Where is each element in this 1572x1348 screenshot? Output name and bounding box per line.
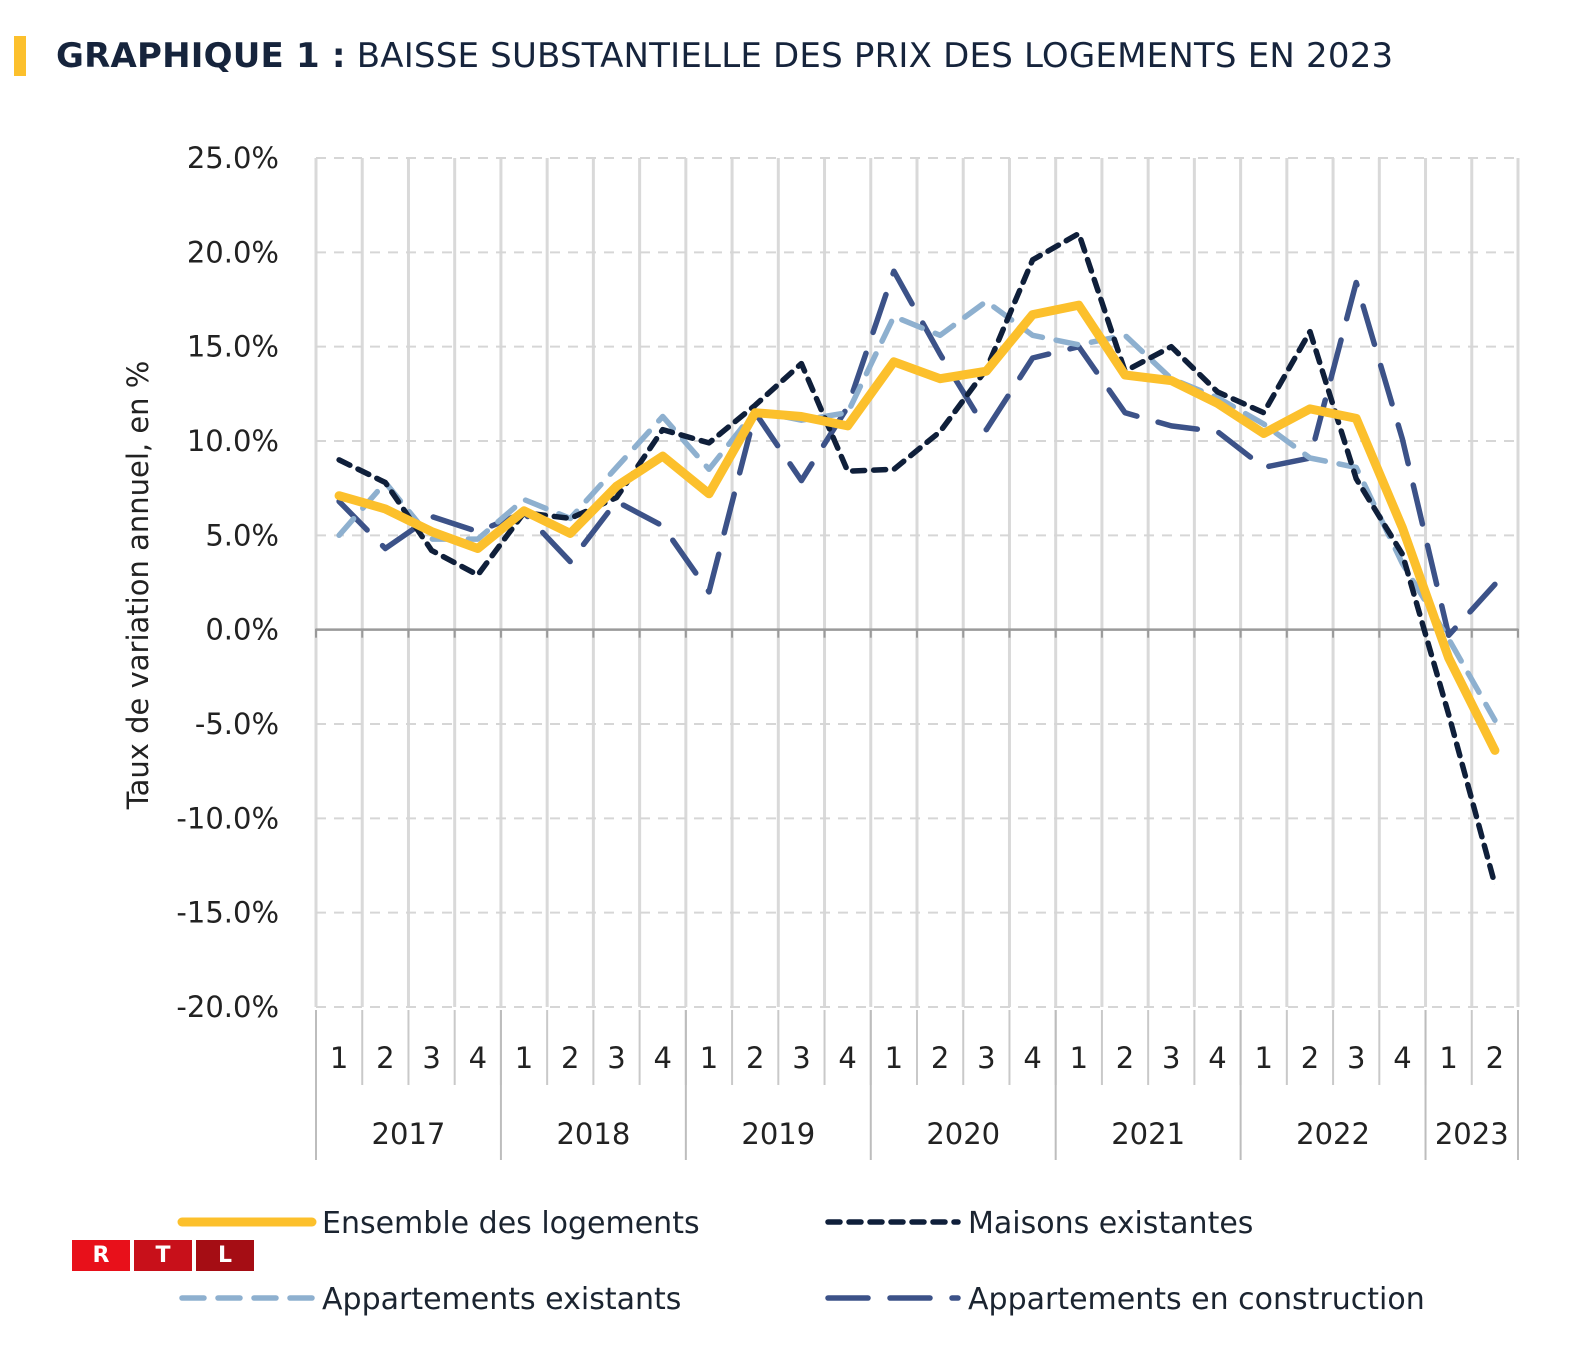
x-tick-quarter: 1 <box>1255 1041 1273 1075</box>
x-tick-quarter: 3 <box>1162 1041 1180 1075</box>
x-tick-year: 2018 <box>556 1117 630 1151</box>
x-tick-quarter: 1 <box>885 1041 903 1075</box>
chart-title-text: BAISSE SUBSTANTIELLE DES PRIX DES LOGEME… <box>356 36 1394 76</box>
y-tick-label: -15.0% <box>176 896 279 930</box>
x-tick-quarter: 3 <box>977 1041 995 1075</box>
x-tick-quarter: 4 <box>1393 1041 1411 1075</box>
x-tick-quarter: 3 <box>422 1041 440 1075</box>
series-line-appartements-existants <box>336 298 1498 723</box>
y-tick-label: 20.0% <box>187 235 279 269</box>
x-tick-quarter: 1 <box>1439 1041 1457 1075</box>
series-lines <box>334 230 1500 888</box>
grid <box>314 157 1520 1008</box>
legend-label: Appartements en construction <box>968 1282 1425 1317</box>
x-tick-quarter: 1 <box>515 1041 533 1075</box>
legend-label: Ensemble des logements <box>322 1206 700 1241</box>
x-tick-quarter: 2 <box>376 1041 394 1075</box>
x-tick-quarter: 1 <box>700 1041 718 1075</box>
legend-label: Maisons existantes <box>968 1206 1253 1241</box>
x-tick-quarter: 3 <box>607 1041 625 1075</box>
x-tick-quarter: 4 <box>469 1041 487 1075</box>
x-tick-year: 2019 <box>741 1117 815 1151</box>
x-tick-quarter: 1 <box>330 1041 348 1075</box>
x-tick-quarter: 4 <box>654 1041 672 1075</box>
legend: Ensemble des logements Maisons existantes… <box>177 1206 1425 1317</box>
y-tick-label: 15.0% <box>187 330 279 364</box>
title-accent-bar <box>14 36 26 76</box>
x-tick-quarter: 2 <box>746 1041 764 1075</box>
x-tick-year: 2023 <box>1435 1117 1509 1151</box>
x-tick-quarter: 1 <box>1070 1041 1088 1075</box>
y-tick-label: 10.0% <box>187 424 279 458</box>
y-tick-label: -10.0% <box>176 801 279 835</box>
chart-title-prefix: GRAPHIQUE 1 : <box>56 36 346 76</box>
y-tick-label: -5.0% <box>195 707 279 741</box>
series-line-ensemble-des-logements <box>334 300 1500 755</box>
x-tick-quarter: 2 <box>1486 1041 1504 1075</box>
rtl-logo-letter: L <box>196 1240 254 1271</box>
x-tick-year: 2020 <box>926 1117 1000 1151</box>
x-tick-quarter: 4 <box>1023 1041 1041 1075</box>
y-tick-label: -20.0% <box>176 990 279 1024</box>
x-tick-quarter: 2 <box>1301 1041 1319 1075</box>
x-tick-quarter: 3 <box>1347 1041 1365 1075</box>
y-axis-label: Taux de variation annuel, en % <box>121 361 155 811</box>
x-tick-quarter: 2 <box>561 1041 579 1075</box>
x-tick-quarter: 4 <box>1208 1041 1226 1075</box>
rtl-logo-letter: T <box>134 1240 192 1271</box>
series-line-appartements-en-construction <box>336 268 1498 639</box>
y-tick-label: 25.0% <box>187 141 279 175</box>
chart-title: GRAPHIQUE 1 : BAISSE SUBSTANTIELLE DES P… <box>56 36 1393 76</box>
rtl-logo-letter: R <box>72 1240 130 1271</box>
rtl-logo: R T L <box>72 1240 254 1271</box>
x-tick-quarter: 2 <box>931 1041 949 1075</box>
y-tick-label: 5.0% <box>205 518 279 552</box>
x-tick-year: 2021 <box>1111 1117 1185 1151</box>
x-tick-quarter: 3 <box>792 1041 810 1075</box>
y-tick-label: 0.0% <box>205 613 279 647</box>
x-tick-quarter: 4 <box>838 1041 856 1075</box>
x-tick-year: 2017 <box>372 1117 446 1151</box>
x-tick-quarter: 2 <box>1116 1041 1134 1075</box>
y-axis-ticks: 25.0% 20.0% 15.0% 10.0% 5.0% 0.0% -5.0% -10.0% -… <box>176 141 279 1024</box>
legend-label: Appartements existants <box>322 1282 681 1317</box>
x-tick-year: 2022 <box>1296 1117 1370 1151</box>
